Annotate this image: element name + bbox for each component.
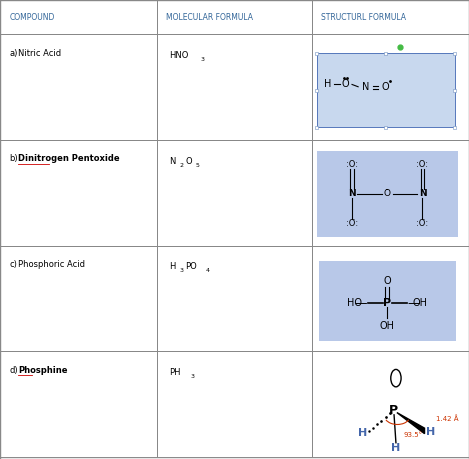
Text: 3: 3 [200, 57, 204, 62]
Text: 3: 3 [190, 374, 194, 379]
Text: H: H [324, 79, 331, 90]
Bar [312, 351, 469, 457]
Text: OH: OH [380, 320, 395, 330]
Bar [312, 0, 469, 34]
Text: —: — [355, 297, 367, 309]
Bar [454, 126, 456, 129]
Bar [317, 53, 455, 127]
Text: O: O [341, 78, 349, 89]
Bar [312, 34, 469, 140]
Bar [157, 34, 312, 140]
Text: COMPOUND: COMPOUND [9, 13, 55, 22]
Text: c): c) [9, 260, 17, 269]
Bar [157, 140, 312, 246]
Bar [0, 0, 157, 34]
Text: b): b) [9, 155, 18, 163]
Text: 93.5°: 93.5° [404, 431, 423, 437]
Bar [0, 246, 157, 351]
Text: :Ö:: :Ö: [346, 219, 358, 228]
Bar [157, 246, 312, 351]
Bar [0, 246, 157, 351]
Text: 5: 5 [196, 163, 200, 168]
Bar [454, 52, 456, 55]
Bar [312, 246, 469, 351]
Text: 1.42 Å: 1.42 Å [436, 415, 458, 422]
Bar [312, 140, 469, 246]
Text: —: — [407, 297, 420, 309]
Bar [157, 0, 312, 34]
Bar [157, 0, 312, 34]
Text: OH: OH [413, 297, 428, 308]
Bar [312, 0, 469, 34]
Text: H: H [169, 262, 176, 271]
Bar [312, 246, 469, 351]
Bar [157, 246, 312, 351]
Text: N: N [169, 157, 176, 166]
Bar [157, 34, 312, 140]
Text: N: N [363, 82, 370, 92]
Bar [454, 89, 456, 92]
Bar [312, 140, 469, 246]
Text: 2: 2 [180, 163, 184, 168]
Bar [157, 140, 312, 246]
Text: Ö: Ö [384, 189, 391, 198]
Text: a): a) [9, 49, 18, 58]
Text: Nitric Acid: Nitric Acid [18, 49, 61, 58]
Bar [315, 126, 318, 129]
Bar [0, 34, 157, 140]
Text: Phosphine: Phosphine [18, 366, 68, 375]
Bar [317, 151, 458, 237]
Text: O: O [384, 275, 391, 285]
Text: MOLECULAR FORMULA: MOLECULAR FORMULA [166, 13, 253, 22]
Text: STRUCTURL FORMULA: STRUCTURL FORMULA [321, 13, 406, 22]
Bar [0, 34, 157, 140]
Text: O: O [381, 82, 389, 92]
Text: 4: 4 [206, 269, 210, 273]
Text: H: H [391, 443, 401, 453]
Text: Phosphoric Acid: Phosphoric Acid [18, 260, 85, 269]
Bar [384, 126, 387, 129]
Text: H: H [358, 428, 368, 438]
Bar [319, 262, 455, 341]
Bar [312, 351, 469, 457]
Bar [0, 140, 157, 246]
Text: H: H [426, 427, 436, 437]
Text: d): d) [9, 366, 18, 375]
Text: HO: HO [347, 297, 362, 308]
Polygon shape [397, 413, 424, 434]
Text: P: P [383, 297, 391, 308]
Text: PO: PO [185, 262, 197, 271]
Text: N: N [419, 189, 426, 198]
Bar [315, 52, 318, 55]
Text: :O:: :O: [346, 160, 358, 169]
Bar [0, 140, 157, 246]
Bar [157, 351, 312, 457]
Text: N: N [348, 189, 356, 198]
Text: P: P [389, 404, 398, 417]
Bar [384, 52, 387, 55]
Text: PH: PH [169, 368, 181, 377]
Text: :O:: :O: [416, 160, 429, 169]
Bar [0, 351, 157, 457]
Bar [157, 351, 312, 457]
Text: O: O [185, 157, 192, 166]
Bar [312, 34, 469, 140]
Text: 3: 3 [180, 269, 184, 273]
Text: HNO: HNO [169, 51, 189, 60]
Text: :Ö:: :Ö: [416, 219, 429, 228]
Bar [0, 0, 157, 34]
Ellipse shape [391, 369, 401, 387]
Bar [317, 53, 455, 127]
Text: Dinitrogen Pentoxide: Dinitrogen Pentoxide [18, 155, 120, 163]
Bar [315, 89, 318, 92]
Bar [0, 351, 157, 457]
